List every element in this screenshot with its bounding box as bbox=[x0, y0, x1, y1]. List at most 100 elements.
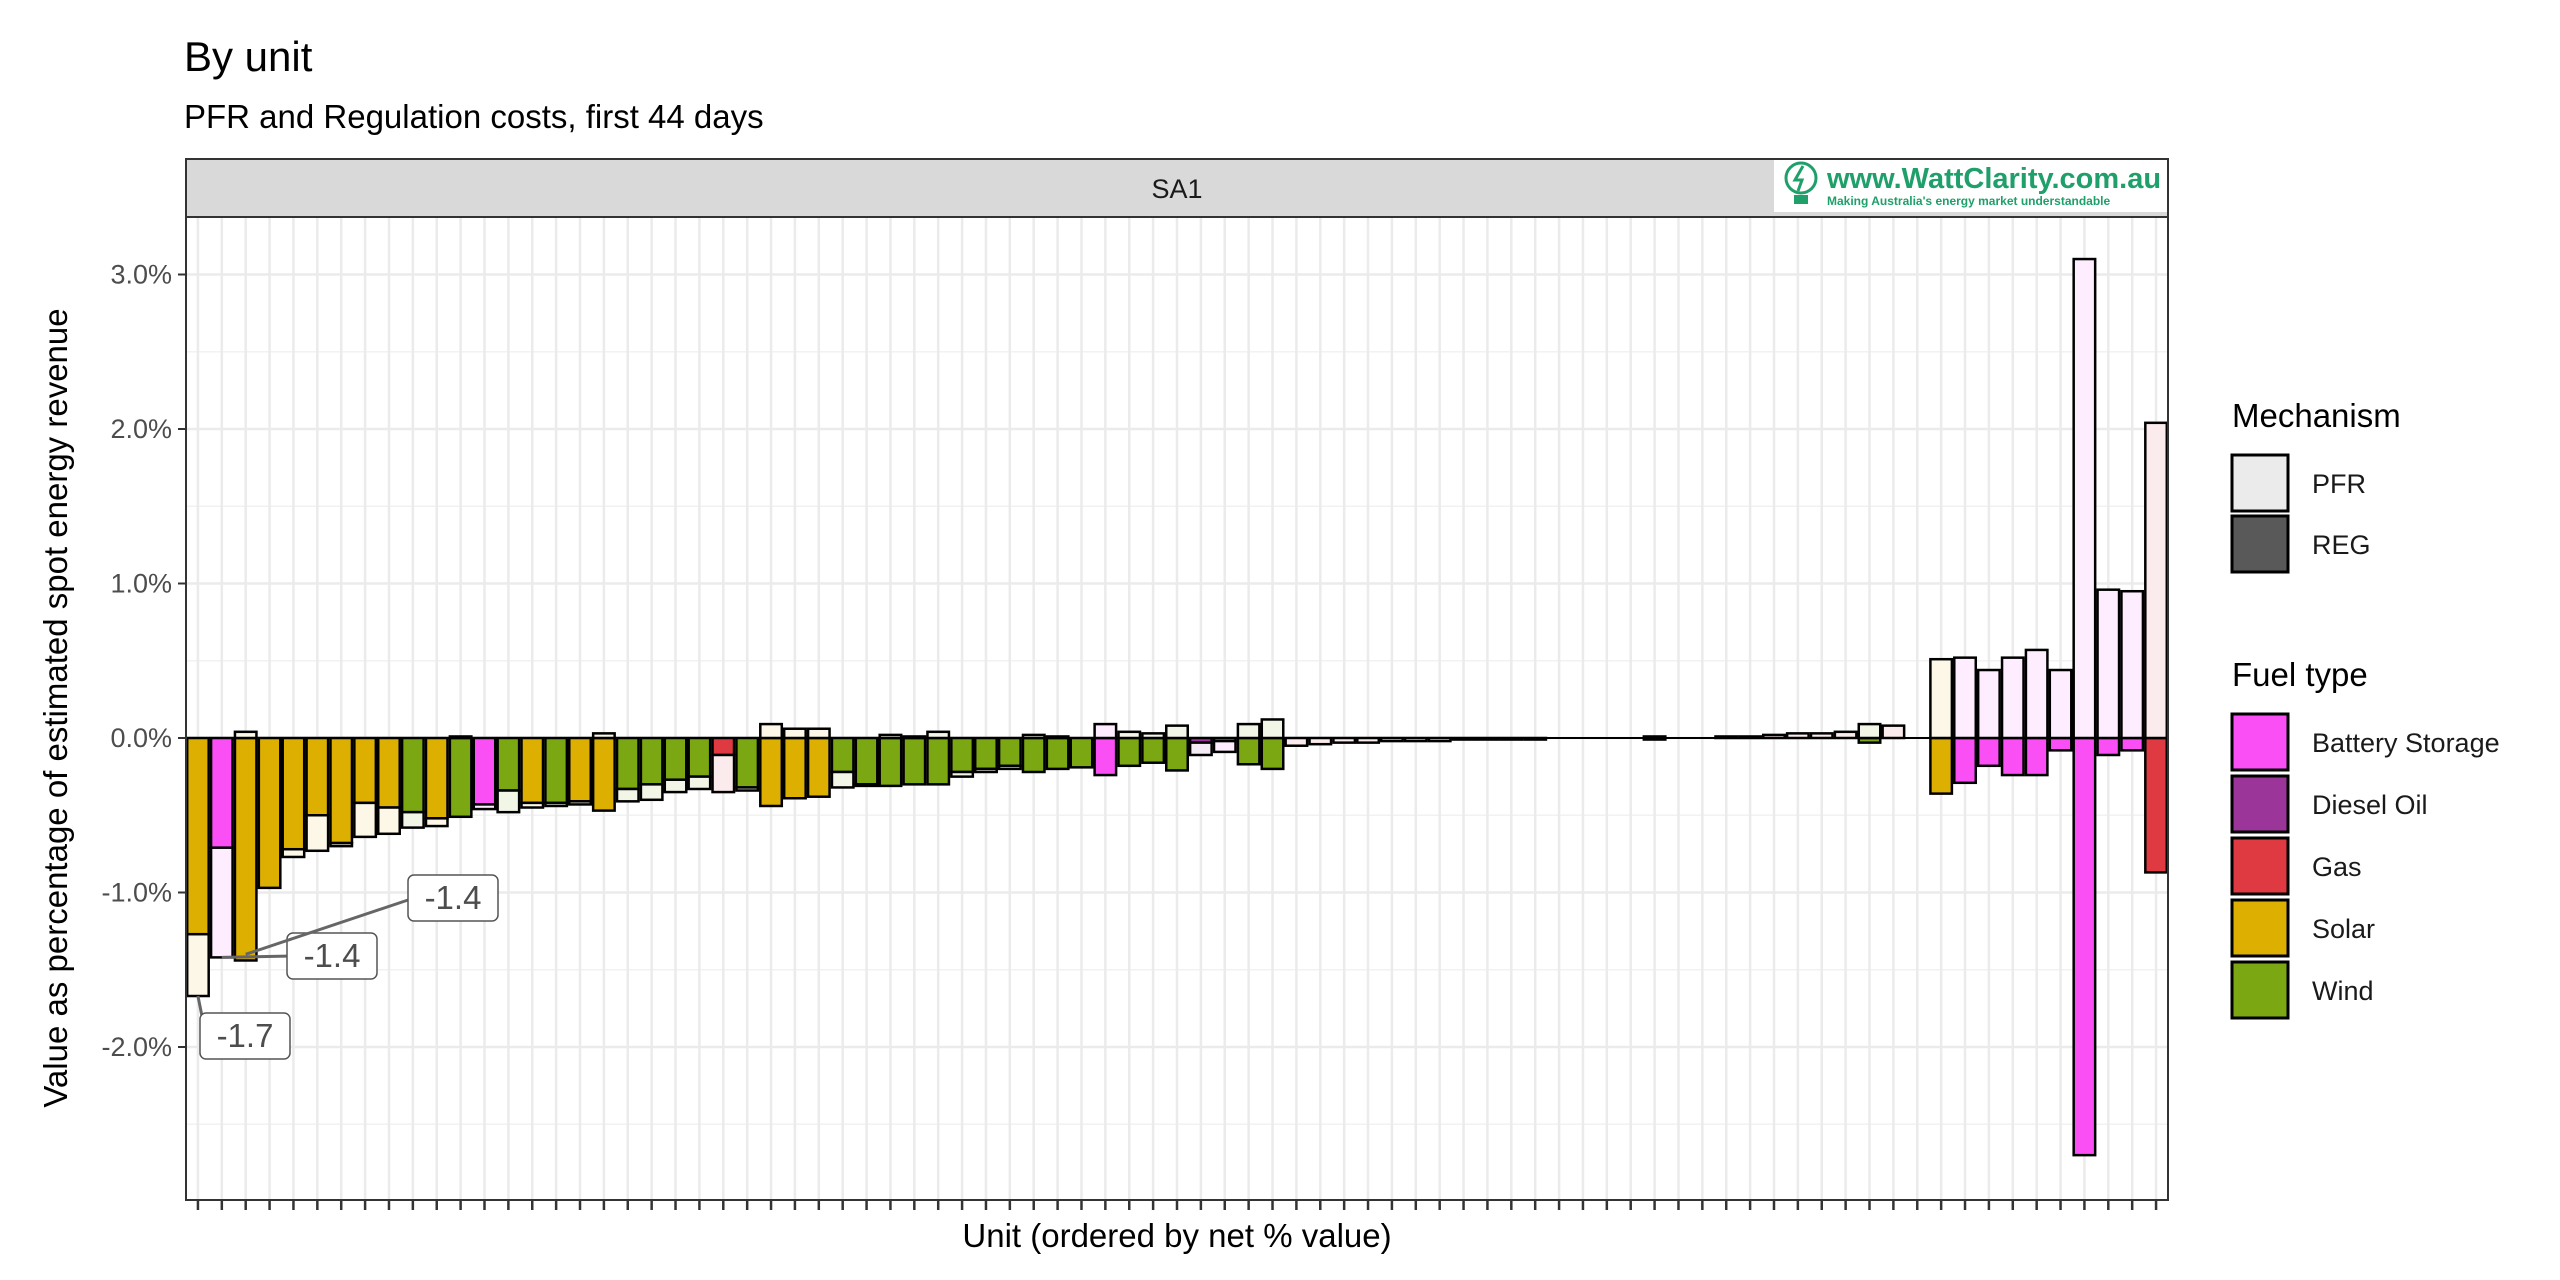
bar-reg bbox=[902, 736, 927, 786]
major-gridlines bbox=[186, 217, 2168, 1200]
bar-pfr bbox=[1236, 722, 1261, 740]
bar-reg bbox=[448, 736, 473, 819]
bar-pfr bbox=[281, 847, 306, 859]
legend-swatch-battery bbox=[2230, 712, 2290, 772]
bar-reg bbox=[185, 736, 210, 936]
bar-reg bbox=[1069, 736, 1094, 769]
bar-reg bbox=[806, 736, 831, 798]
bar-reg bbox=[2024, 736, 2049, 777]
bar-reg bbox=[2000, 736, 2025, 777]
bar-pfr bbox=[2144, 421, 2169, 740]
bar-reg bbox=[1021, 736, 1046, 774]
lightbulb-icon bbox=[1784, 161, 1818, 204]
bar-pfr bbox=[472, 803, 497, 811]
bar-pfr bbox=[1929, 657, 1954, 740]
legend-swatch-solar bbox=[2230, 898, 2290, 958]
plot-panel: -1.7 -1.4 -1.4 bbox=[185, 216, 2169, 1201]
bar-pfr bbox=[2120, 589, 2145, 740]
bar-reg bbox=[400, 736, 425, 814]
bar-reg bbox=[376, 736, 401, 809]
y-axis-title: Value as percentage of estimated spot en… bbox=[37, 308, 74, 1107]
y-tick-label: -2.0% bbox=[101, 1032, 172, 1062]
annotation-leader bbox=[245, 896, 415, 956]
bar-reg bbox=[2096, 736, 2121, 757]
bar-reg bbox=[329, 736, 354, 845]
bar-pfr bbox=[496, 789, 521, 814]
bar-reg bbox=[1093, 736, 1118, 777]
legend-swatch-pfr bbox=[2230, 453, 2290, 513]
logo-background bbox=[1774, 160, 2167, 212]
bar-reg bbox=[209, 736, 234, 849]
legend: Mechanism PFR REG Fuel type Battery Storage D… bbox=[2230, 397, 2500, 1020]
bar-reg bbox=[233, 736, 258, 962]
legend-label-wind: Wind bbox=[2312, 976, 2374, 1006]
bar-reg bbox=[639, 736, 664, 786]
bar-series bbox=[185, 257, 2169, 1157]
bar-reg bbox=[2120, 736, 2145, 752]
bar-reg bbox=[782, 736, 807, 800]
bar-pfr bbox=[544, 801, 569, 808]
y-tick-label: 3.0% bbox=[110, 260, 172, 290]
bar-reg bbox=[2144, 736, 2169, 874]
bar-reg bbox=[591, 736, 616, 812]
annotation-label: -1.7 bbox=[217, 1017, 274, 1054]
bar-pfr bbox=[663, 778, 688, 794]
bar-reg bbox=[1165, 736, 1189, 772]
bar-pfr bbox=[1881, 724, 1906, 740]
value-annotations: -1.7 -1.4 -1.4 bbox=[196, 874, 499, 1060]
bar-pfr bbox=[2048, 668, 2073, 740]
bar-pfr bbox=[830, 770, 855, 789]
legend-swatch-wind bbox=[2230, 960, 2290, 1020]
bar-pfr bbox=[520, 801, 545, 809]
annotation-box bbox=[286, 932, 378, 980]
x-axis bbox=[196, 1200, 2158, 1210]
bar-pfr bbox=[854, 783, 879, 788]
bar-reg bbox=[472, 736, 497, 806]
chart-title: By unit bbox=[184, 33, 313, 80]
bar-pfr bbox=[2000, 656, 2025, 740]
bar-pfr bbox=[424, 817, 449, 828]
x-axis-title: Unit (ordered by net % value) bbox=[962, 1217, 1391, 1254]
legend-label-solar: Solar bbox=[2312, 914, 2375, 944]
bar-reg bbox=[1141, 736, 1166, 764]
annotation-box bbox=[407, 874, 499, 922]
bar-reg bbox=[759, 736, 784, 808]
bar-reg bbox=[257, 736, 282, 890]
bar-pfr bbox=[2096, 588, 2121, 740]
bar-pfr bbox=[2072, 257, 2097, 740]
chart-subtitle: PFR and Regulation costs, first 44 days bbox=[184, 98, 764, 135]
bar-pfr bbox=[1212, 739, 1237, 754]
bar-pfr bbox=[1284, 736, 1309, 747]
bar-reg bbox=[878, 736, 903, 788]
bar-pfr bbox=[950, 770, 975, 778]
bar-reg bbox=[305, 736, 330, 817]
bar-reg bbox=[424, 736, 449, 820]
bar-reg bbox=[735, 736, 760, 789]
y-tick-label: -1.0% bbox=[101, 878, 172, 908]
bar-reg bbox=[520, 736, 545, 805]
bar-reg bbox=[830, 736, 855, 774]
bar-pfr bbox=[376, 806, 401, 836]
bar-reg bbox=[854, 736, 879, 786]
annotation-label: -1.4 bbox=[425, 879, 482, 916]
bar-reg bbox=[1236, 736, 1261, 766]
y-tick-label: 1.0% bbox=[110, 569, 172, 599]
legend-swatch-diesel bbox=[2230, 774, 2290, 834]
bar-reg bbox=[353, 736, 378, 805]
legend-swatch-reg bbox=[2230, 514, 2290, 574]
bar-pfr bbox=[1857, 722, 1882, 740]
wattclarity-logo: www.WattClarity.com.au Making Australia'… bbox=[1774, 160, 2167, 212]
bar-pfr bbox=[782, 727, 807, 740]
bar-reg bbox=[568, 736, 593, 803]
bar-pfr bbox=[1093, 722, 1118, 740]
bar-reg bbox=[1976, 736, 2001, 768]
bar-reg bbox=[2048, 736, 2073, 752]
logo-url-text: www.WattClarity.com.au bbox=[1826, 163, 2161, 195]
facet-label: SA1 bbox=[1151, 174, 1202, 204]
legend-label-pfr: PFR bbox=[2312, 469, 2366, 499]
bar-pfr bbox=[1976, 668, 2001, 740]
bar-reg bbox=[1045, 736, 1070, 771]
bar-pfr bbox=[997, 764, 1022, 771]
bar-pfr bbox=[400, 810, 425, 829]
